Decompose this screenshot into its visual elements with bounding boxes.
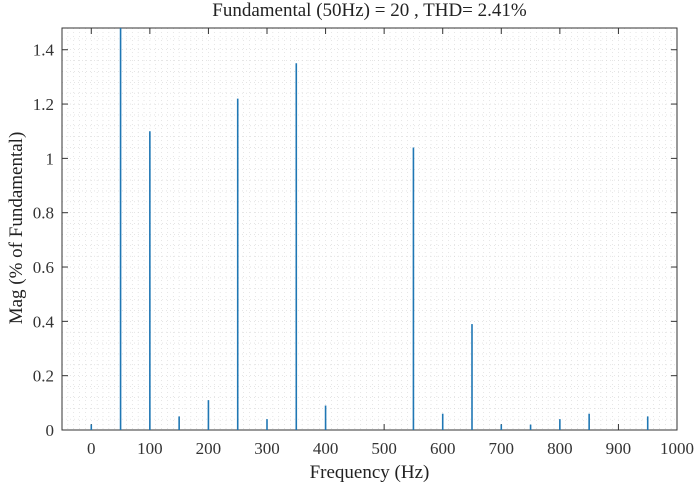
x-tick-label: 600 [430,439,456,458]
y-tick-label: 0.4 [33,312,55,331]
x-tick-label: 1000 [660,439,694,458]
y-tick-label: 1 [46,149,55,168]
y-tick-label: 1.2 [33,95,54,114]
x-tick-label: 0 [87,439,96,458]
x-tick-label: 100 [137,439,163,458]
axes-box [61,27,678,431]
x-tick-label: 200 [196,439,222,458]
y-tick-label: 0.8 [33,204,54,223]
x-tick-label: 500 [371,439,397,458]
grid [61,27,678,431]
y-tick-label: 0.6 [33,258,54,277]
x-tick-label: 700 [489,439,515,458]
x-tick-label: 900 [606,439,632,458]
x-axis-label: Frequency (Hz) [309,462,430,483]
x-tick-label: 800 [547,439,573,458]
y-tick-label: 0.2 [33,367,54,386]
y-tick-label: 1.4 [33,41,55,60]
y-tick-label: 0 [46,421,55,440]
x-tick-label: 300 [254,439,280,458]
chart-title: Fundamental (50Hz) = 20 , THD= 2.41% [212,0,527,21]
y-axis-label: Mag (% of Fundamental) [6,131,27,325]
x-tick-label: 400 [313,439,339,458]
